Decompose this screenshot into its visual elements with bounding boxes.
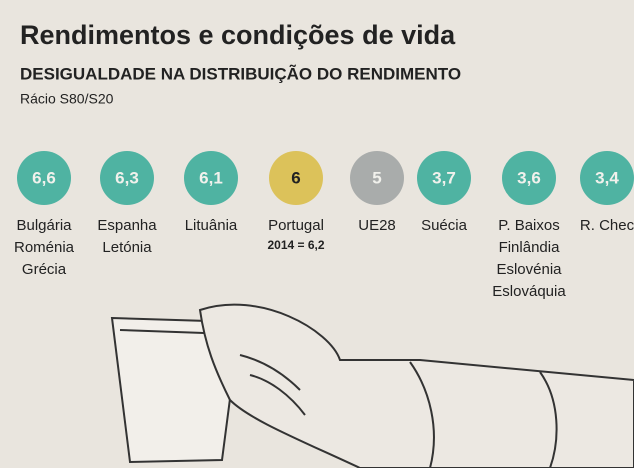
- value-label: 3,4: [595, 168, 619, 187]
- category-label: UE28: [358, 217, 396, 234]
- category-label: P. Baixos: [498, 217, 559, 234]
- category-label: Grécia: [22, 261, 67, 278]
- category-label: Bulgária: [16, 217, 72, 234]
- value-dot: [269, 151, 323, 205]
- category-label: Letónia: [102, 239, 152, 256]
- value-label: 5: [372, 168, 381, 187]
- category-label: Suécia: [421, 217, 468, 234]
- category-label: Roménia: [14, 239, 75, 256]
- annotation: 2014 = 6,2: [267, 238, 324, 252]
- value-dot: [580, 151, 634, 205]
- category-label: Finlândia: [499, 239, 561, 256]
- value-label: 6,6: [32, 168, 56, 187]
- value-dot: [100, 151, 154, 205]
- chart-caption: Rácio S80/S20: [20, 91, 114, 107]
- category-label: Eslováquia: [492, 283, 566, 300]
- category-label: Espanha: [97, 217, 157, 234]
- category-label: Eslovénia: [496, 261, 562, 278]
- value-dot: [502, 151, 556, 205]
- value-label: 6,3: [115, 168, 139, 187]
- illustration: [110, 303, 634, 468]
- value-dot: [184, 151, 238, 205]
- value-label: 6,1: [199, 168, 223, 187]
- category-label: R. Chec: [580, 217, 634, 234]
- category-label: Portugal: [268, 217, 324, 234]
- value-label: 3,6: [517, 168, 541, 187]
- value-label: 3,7: [432, 168, 456, 187]
- chart-subtitle: DESIGUALDADE NA DISTRIBUIÇÃO DO RENDIMEN…: [20, 63, 461, 83]
- value-dot: [417, 151, 471, 205]
- chart-title: Rendimentos e condições de vida: [20, 20, 456, 50]
- value-label: 6: [291, 168, 300, 187]
- value-dot: [350, 151, 404, 205]
- category-label: Lituânia: [185, 217, 238, 234]
- value-dot: [17, 151, 71, 205]
